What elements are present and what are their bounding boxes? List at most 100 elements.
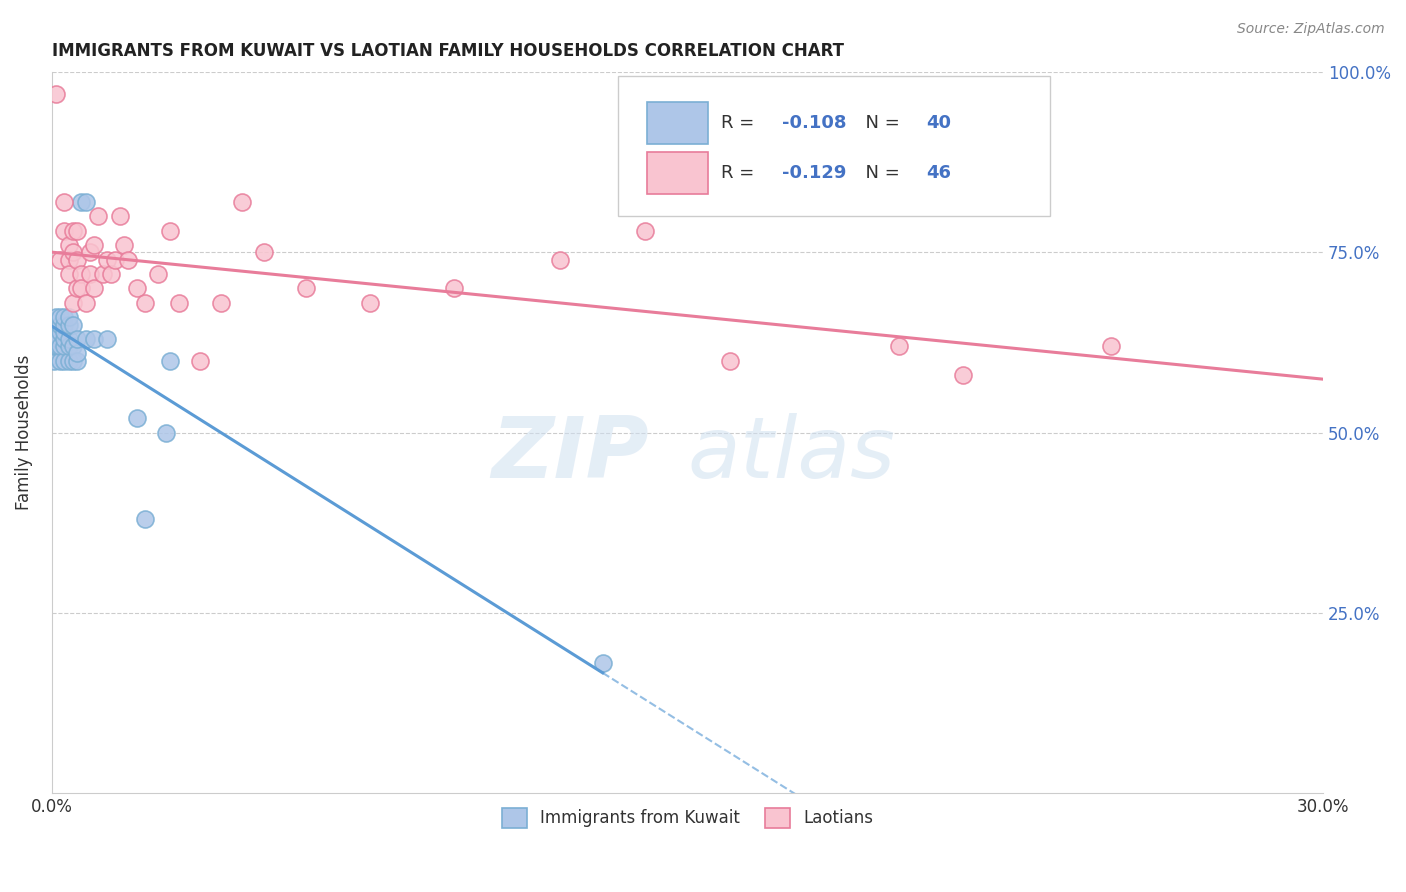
Point	[53, 224, 76, 238]
Point	[75, 195, 97, 210]
Point	[79, 267, 101, 281]
Point	[53, 332, 76, 346]
Text: N =: N =	[853, 164, 905, 182]
Text: -0.108: -0.108	[782, 114, 846, 132]
Point	[66, 353, 89, 368]
Point	[83, 281, 105, 295]
Point	[83, 332, 105, 346]
Point	[45, 87, 67, 101]
Point	[45, 310, 67, 325]
Point	[66, 332, 89, 346]
Point	[167, 296, 190, 310]
Point	[443, 281, 465, 295]
Point	[62, 339, 84, 353]
Point	[134, 296, 156, 310]
Point	[1099, 339, 1122, 353]
Point	[952, 368, 974, 382]
Point	[58, 252, 80, 267]
Point	[58, 318, 80, 332]
Point	[53, 318, 76, 332]
Point	[45, 339, 67, 353]
Text: -0.129: -0.129	[782, 164, 846, 182]
Point	[79, 245, 101, 260]
Point	[62, 353, 84, 368]
Point	[550, 252, 572, 267]
Point	[53, 353, 76, 368]
Point	[83, 238, 105, 252]
Text: R =: R =	[720, 164, 759, 182]
Point	[125, 411, 148, 425]
Point	[49, 252, 72, 267]
Point	[295, 281, 318, 295]
Y-axis label: Family Households: Family Households	[15, 355, 32, 510]
Point	[889, 339, 911, 353]
Point	[117, 252, 139, 267]
Point	[46, 332, 69, 346]
Point	[634, 224, 657, 238]
Point	[58, 267, 80, 281]
Point	[62, 245, 84, 260]
Point	[66, 252, 89, 267]
Text: 46: 46	[927, 164, 952, 182]
Point	[134, 512, 156, 526]
Point	[58, 238, 80, 252]
Point	[53, 195, 76, 210]
Point	[53, 339, 76, 353]
Point	[58, 332, 80, 346]
Point	[66, 224, 89, 238]
Point	[62, 224, 84, 238]
Text: atlas: atlas	[688, 413, 896, 496]
Point	[188, 353, 211, 368]
Point	[96, 332, 118, 346]
Point	[112, 238, 135, 252]
FancyBboxPatch shape	[617, 76, 1050, 217]
Point	[108, 210, 131, 224]
Point	[49, 325, 72, 339]
Point	[49, 310, 72, 325]
Point	[359, 296, 381, 310]
Point	[125, 281, 148, 295]
Point	[58, 353, 80, 368]
Point	[58, 339, 80, 353]
Point	[96, 252, 118, 267]
Text: ZIP: ZIP	[492, 413, 650, 496]
Legend: Immigrants from Kuwait, Laotians: Immigrants from Kuwait, Laotians	[495, 801, 880, 835]
Point	[70, 281, 93, 295]
Point	[75, 332, 97, 346]
Point	[231, 195, 253, 210]
Point	[75, 296, 97, 310]
Point	[49, 353, 72, 368]
Point	[146, 267, 169, 281]
Point	[159, 224, 181, 238]
Text: N =: N =	[853, 114, 905, 132]
Point	[53, 310, 76, 325]
Point	[53, 325, 76, 339]
Point	[45, 332, 67, 346]
Point	[42, 339, 65, 353]
Point	[592, 656, 614, 670]
Point	[87, 210, 110, 224]
Point	[100, 267, 122, 281]
Point	[49, 339, 72, 353]
FancyBboxPatch shape	[647, 102, 707, 144]
Text: Source: ZipAtlas.com: Source: ZipAtlas.com	[1237, 22, 1385, 37]
Point	[70, 267, 93, 281]
FancyBboxPatch shape	[647, 153, 707, 194]
Point	[209, 296, 232, 310]
Point	[46, 339, 69, 353]
Text: 40: 40	[927, 114, 952, 132]
Point	[42, 353, 65, 368]
Point	[62, 296, 84, 310]
Point	[49, 318, 72, 332]
Point	[62, 318, 84, 332]
Text: R =: R =	[720, 114, 759, 132]
Point	[66, 281, 89, 295]
Point	[155, 425, 177, 440]
Point	[159, 353, 181, 368]
Point	[70, 195, 93, 210]
Point	[45, 325, 67, 339]
Point	[91, 267, 114, 281]
Point	[104, 252, 127, 267]
Point	[253, 245, 276, 260]
Point	[66, 346, 89, 360]
